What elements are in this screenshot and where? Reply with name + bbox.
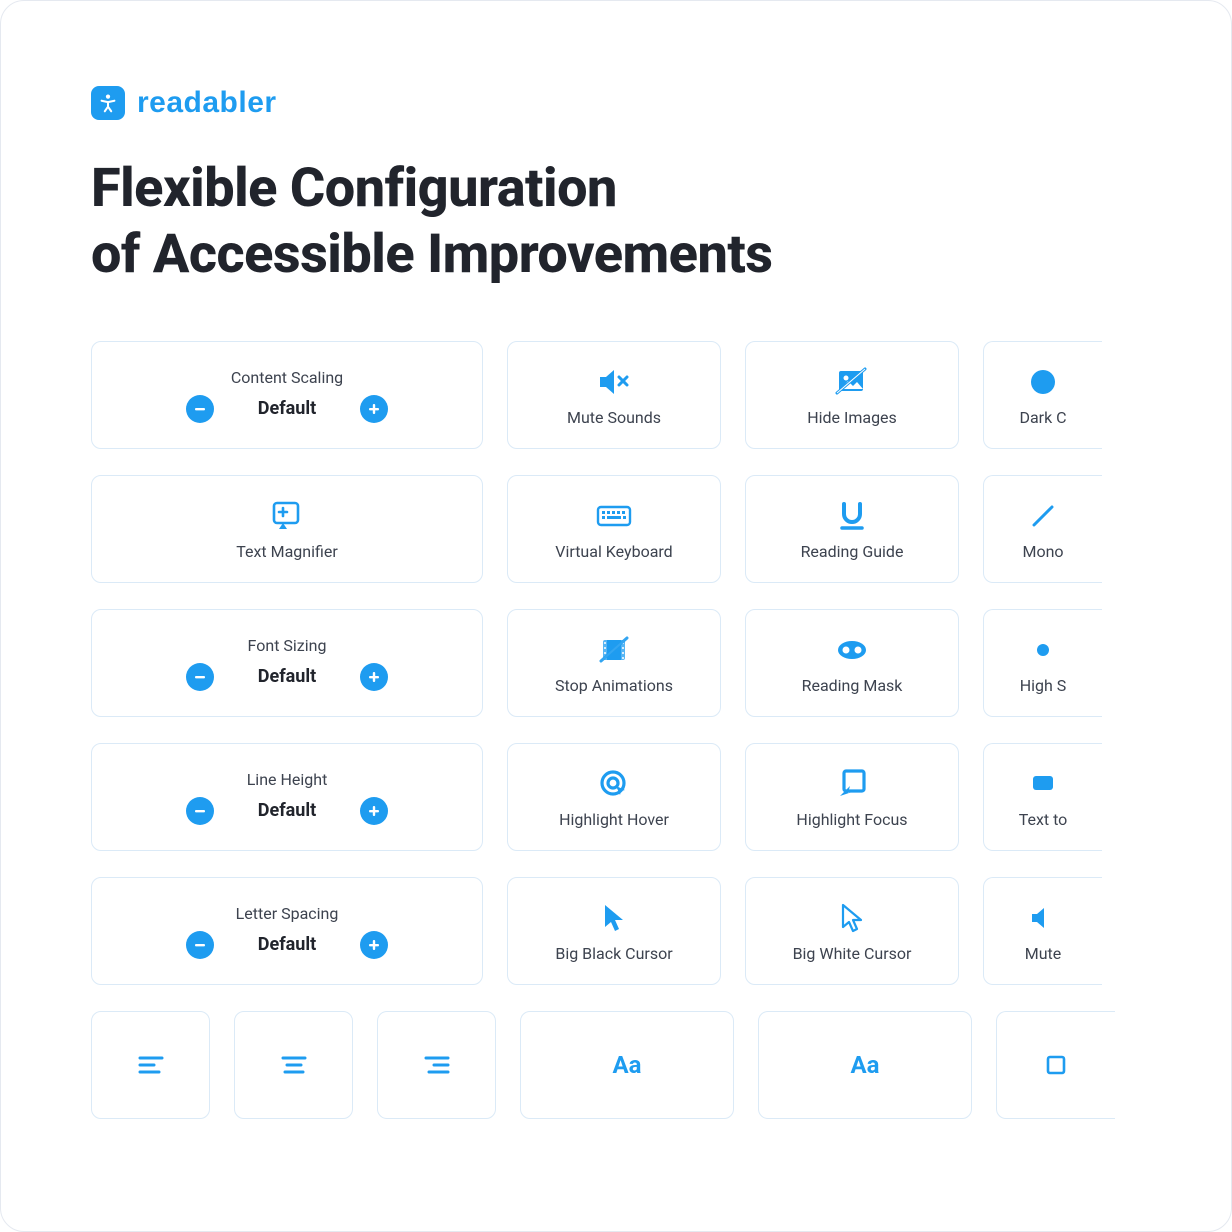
monochrome-label: Mono xyxy=(1022,542,1063,561)
monochrome-icon xyxy=(1029,498,1057,534)
align-center-icon xyxy=(280,1054,308,1076)
line-height-tile: Line Height Default xyxy=(91,743,483,851)
content-scaling-label: Content Scaling xyxy=(231,368,343,387)
mute-icon xyxy=(596,364,632,400)
stop-animations-label: Stop Animations xyxy=(555,676,673,695)
font-sizing-value: Default xyxy=(258,666,316,687)
reading-guide-tile[interactable]: Reading Guide xyxy=(745,475,959,583)
mute-tile-2[interactable]: Mute xyxy=(983,877,1102,985)
reading-guide-label: Reading Guide xyxy=(801,542,904,561)
mute2-icon xyxy=(1029,900,1057,936)
logo-text: readabler xyxy=(137,86,277,120)
font-aa-tile-2[interactable]: Aa xyxy=(758,1011,972,1119)
content-scaling-tile: Content Scaling Default xyxy=(91,341,483,449)
line-height-plus-button[interactable] xyxy=(360,797,388,825)
mute-2-label: Mute xyxy=(1025,944,1062,963)
letter-spacing-plus-button[interactable] xyxy=(360,931,388,959)
sun-icon xyxy=(1029,632,1057,668)
font-aa-tile-1[interactable]: Aa xyxy=(520,1011,734,1119)
mute-sounds-tile[interactable]: Mute Sounds xyxy=(507,341,721,449)
mask-icon xyxy=(834,632,870,668)
contrast-icon xyxy=(1028,364,1058,400)
content-scaling-value: Default xyxy=(258,398,316,419)
letter-spacing-label: Letter Spacing xyxy=(236,904,339,923)
letter-spacing-minus-button[interactable] xyxy=(186,931,214,959)
page: readabler Flexible Configuration of Acce… xyxy=(0,0,1232,1232)
reading-mask-tile[interactable]: Reading Mask xyxy=(745,609,959,717)
high-saturation-tile[interactable]: High S xyxy=(983,609,1102,717)
align-center-tile[interactable] xyxy=(234,1011,353,1119)
monochrome-tile[interactable]: Mono xyxy=(983,475,1102,583)
row-3: Font Sizing Default Stop Animations xyxy=(91,609,1115,717)
extra-tile[interactable] xyxy=(996,1011,1115,1119)
highlight-focus-tile[interactable]: Highlight Focus xyxy=(745,743,959,851)
align-left-icon xyxy=(137,1054,165,1076)
page-title: Flexible Configuration of Accessible Imp… xyxy=(91,156,1231,288)
film-off-icon xyxy=(598,632,630,668)
big-black-cursor-tile[interactable]: Big Black Cursor xyxy=(507,877,721,985)
highlight-hover-label: Highlight Hover xyxy=(559,810,669,829)
magnifier-icon xyxy=(269,498,305,534)
align-right-icon xyxy=(423,1054,451,1076)
hide-images-label: Hide Images xyxy=(807,408,897,427)
row-2: Text Magnifier Virtual Keyboard Reading … xyxy=(91,475,1115,583)
letter-spacing-tile: Letter Spacing Default xyxy=(91,877,483,985)
hide-image-icon xyxy=(835,364,869,400)
cursor-black-icon xyxy=(601,900,627,936)
title-line-1: Flexible Configuration xyxy=(91,157,617,220)
row-4: Line Height Default Highlight Hover xyxy=(91,743,1115,851)
underline-icon xyxy=(838,498,866,534)
big-white-cursor-tile[interactable]: Big White Cursor xyxy=(745,877,959,985)
text-magnifier-tile[interactable]: Text Magnifier xyxy=(91,475,483,583)
reading-mask-label: Reading Mask xyxy=(802,676,903,695)
dark-contrast-tile[interactable]: Dark C xyxy=(983,341,1102,449)
letter-spacing-value: Default xyxy=(258,934,316,955)
line-height-label: Line Height xyxy=(247,770,328,789)
text-to-speech-label: Text to xyxy=(1019,810,1068,829)
font-sizing-minus-button[interactable] xyxy=(186,663,214,691)
big-white-cursor-label: Big White Cursor xyxy=(793,944,912,963)
highlight-focus-label: Highlight Focus xyxy=(796,810,907,829)
font-sizing-tile: Font Sizing Default xyxy=(91,609,483,717)
target-icon xyxy=(598,766,630,802)
box-icon xyxy=(1044,1053,1068,1077)
aa-icon: Aa xyxy=(851,1051,880,1079)
mute-sounds-label: Mute Sounds xyxy=(567,408,661,427)
row-5: Letter Spacing Default Big Black Cursor xyxy=(91,877,1115,985)
speech-icon xyxy=(1029,766,1057,802)
line-height-minus-button[interactable] xyxy=(186,797,214,825)
dark-contrast-label: Dark C xyxy=(1019,408,1066,427)
align-left-tile[interactable] xyxy=(91,1011,210,1119)
row-6: Aa Aa xyxy=(91,1011,1115,1119)
row-1: Content Scaling Default xyxy=(91,341,1115,449)
font-sizing-label: Font Sizing xyxy=(248,636,327,655)
align-right-tile[interactable] xyxy=(377,1011,496,1119)
hide-images-tile[interactable]: Hide Images xyxy=(745,341,959,449)
aa-icon: Aa xyxy=(613,1051,642,1079)
content-scaling-minus-button[interactable] xyxy=(186,395,214,423)
high-saturation-label: High S xyxy=(1020,676,1067,695)
options-grid: Content Scaling Default xyxy=(91,341,1115,1119)
stop-animations-tile[interactable]: Stop Animations xyxy=(507,609,721,717)
text-magnifier-label: Text Magnifier xyxy=(236,542,338,561)
virtual-keyboard-tile[interactable]: Virtual Keyboard xyxy=(507,475,721,583)
highlight-hover-tile[interactable]: Highlight Hover xyxy=(507,743,721,851)
header: readabler Flexible Configuration of Acce… xyxy=(1,1,1231,288)
keyboard-icon xyxy=(596,498,632,534)
big-black-cursor-label: Big Black Cursor xyxy=(555,944,672,963)
focus-icon xyxy=(836,766,868,802)
font-sizing-plus-button[interactable] xyxy=(360,663,388,691)
cursor-white-icon xyxy=(839,900,865,936)
line-height-value: Default xyxy=(258,800,316,821)
text-to-speech-tile[interactable]: Text to xyxy=(983,743,1102,851)
content-scaling-plus-button[interactable] xyxy=(360,395,388,423)
logo: readabler xyxy=(91,86,1231,120)
title-line-2: of Accessible Improvements xyxy=(91,223,772,286)
virtual-keyboard-label: Virtual Keyboard xyxy=(555,542,672,561)
logo-icon xyxy=(91,86,125,120)
